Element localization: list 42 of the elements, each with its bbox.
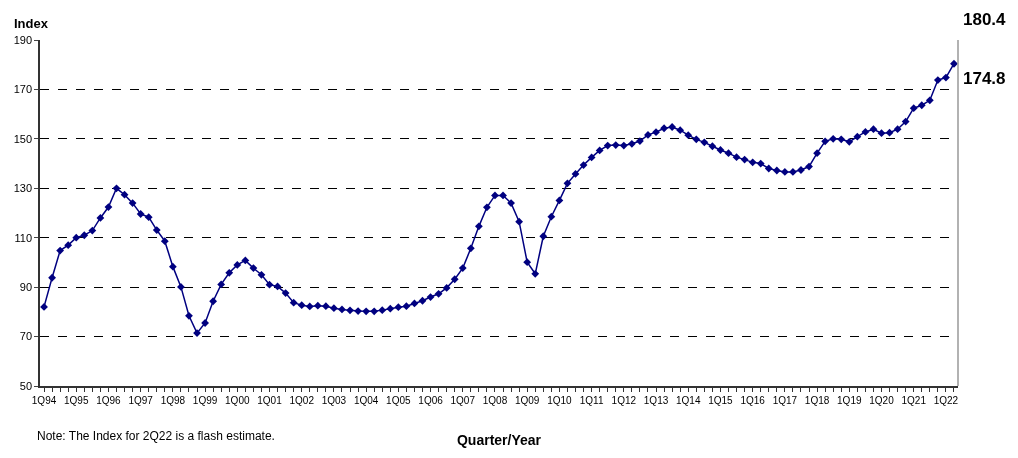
x-tick-label: 1Q13 bbox=[643, 394, 669, 406]
x-tick-label: 1Q95 bbox=[64, 394, 89, 406]
x-tick-label: 1Q10 bbox=[547, 394, 573, 406]
x-tick-label: 1Q20 bbox=[869, 394, 895, 406]
y-tick-label: 50 bbox=[19, 379, 33, 392]
y-tick-label: 170 bbox=[13, 83, 33, 96]
x-tick-label: 1Q98 bbox=[160, 394, 186, 406]
x-tick-label: 1Q04 bbox=[353, 394, 379, 406]
x-tick-label: 1Q12 bbox=[611, 394, 637, 406]
y-tick-label: 90 bbox=[19, 280, 33, 293]
x-tick-label: 1Q03 bbox=[321, 394, 347, 406]
x-tick-label: 1Q22 bbox=[933, 394, 959, 406]
x-tick-label: 1Q21 bbox=[901, 394, 927, 406]
text: 174.8 bbox=[963, 69, 1006, 88]
x-axis-title: Quarter/Year bbox=[456, 431, 542, 448]
x-tick-label: 1Q02 bbox=[289, 394, 315, 406]
x-tick-label: 1Q99 bbox=[192, 394, 218, 406]
x-tick-label: 1Q14 bbox=[676, 394, 701, 406]
x-tick-label: 1Q06 bbox=[418, 394, 444, 406]
x-tick-label: 1Q94 bbox=[31, 394, 57, 406]
y-tick-label: 70 bbox=[19, 330, 33, 343]
x-tick-label: 1Q07 bbox=[450, 394, 476, 406]
x-tick-label: 1Q01 bbox=[257, 394, 283, 406]
x-tick-label: 1Q19 bbox=[837, 394, 862, 406]
text: Note: The Index for 2Q22 is a flash estimate. bbox=[37, 429, 275, 443]
text: 180.4 bbox=[963, 10, 1007, 29]
x-tick-label: 1Q15 bbox=[708, 394, 734, 406]
x-tick-label: 1Q16 bbox=[740, 394, 766, 406]
x-tick-label: 1Q09 bbox=[514, 394, 540, 406]
x-tick-label: 1Q97 bbox=[128, 394, 154, 406]
y-tick-label: 130 bbox=[13, 182, 33, 195]
y-tick-label: 150 bbox=[13, 132, 33, 145]
x-tick-label: 1Q96 bbox=[96, 394, 122, 406]
x-tick-label: 1Q11 bbox=[579, 394, 604, 406]
y-tick-label: 190 bbox=[13, 33, 33, 46]
x-tick-label: 1Q08 bbox=[482, 394, 508, 406]
x-tick-label: 1Q18 bbox=[804, 394, 830, 406]
x-tick-label: 1Q17 bbox=[772, 394, 798, 406]
x-tick-label: 1Q05 bbox=[386, 394, 412, 406]
y-tick-label: 110 bbox=[14, 231, 33, 244]
x-tick-label: 1Q00 bbox=[225, 394, 250, 406]
y-axis-title: Index bbox=[14, 16, 49, 31]
